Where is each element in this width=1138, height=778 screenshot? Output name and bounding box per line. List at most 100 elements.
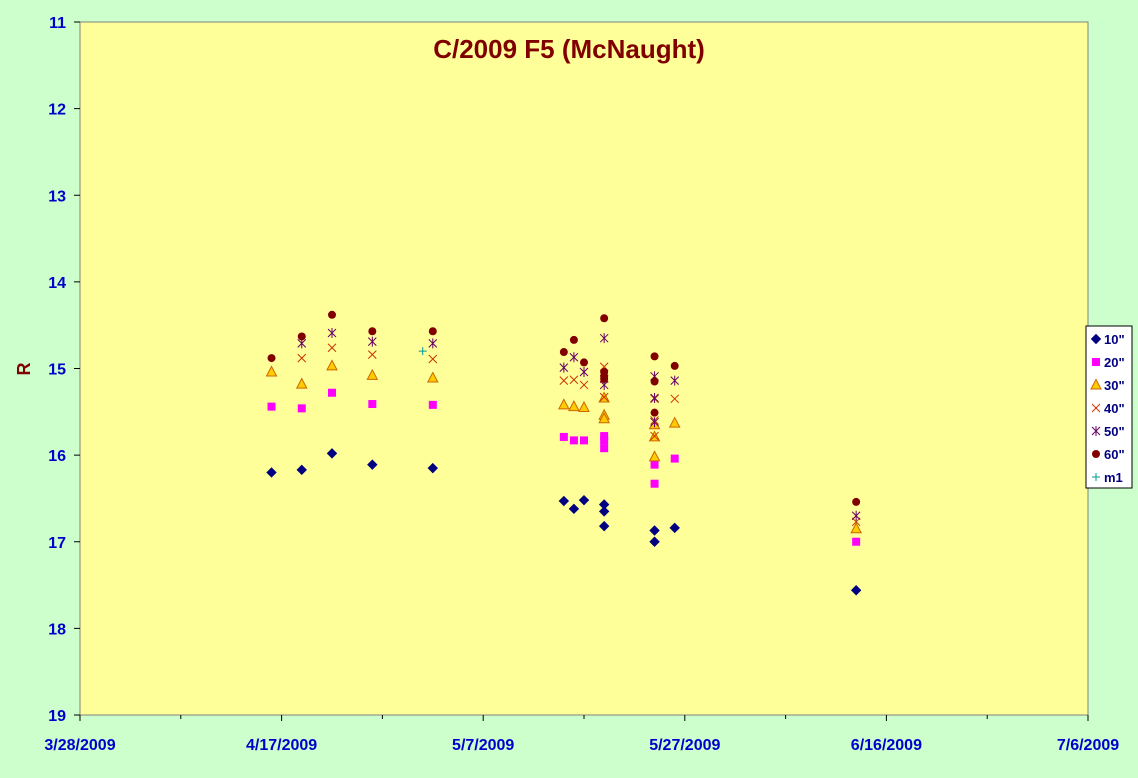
- data-point: [648, 450, 661, 462]
- data-point: [851, 510, 861, 521]
- data-point: [598, 412, 610, 424]
- data-point: [569, 436, 578, 445]
- data-point: [600, 444, 609, 453]
- data-point: [669, 522, 680, 534]
- series-square: [267, 388, 861, 546]
- y-tick-label: 17: [48, 535, 66, 552]
- data-point: [367, 459, 378, 470]
- data-point: [650, 417, 659, 428]
- data-point: [580, 358, 588, 367]
- legend-label: 60": [1104, 447, 1125, 462]
- y-tick-label: 11: [49, 15, 66, 32]
- data-point: [368, 327, 377, 336]
- data-point: [670, 394, 680, 404]
- data-point: [852, 497, 861, 506]
- data-point: [265, 365, 278, 377]
- data-point: [368, 400, 377, 409]
- y-axis-label: R: [14, 363, 34, 376]
- data-point: [650, 352, 659, 361]
- data-point: [650, 392, 659, 403]
- data-point: [569, 375, 579, 385]
- data-point: [327, 327, 337, 338]
- data-point: [600, 432, 609, 441]
- legend-marker: [1092, 450, 1100, 458]
- legend-marker: [1090, 333, 1102, 345]
- legend-label: 30": [1104, 378, 1125, 393]
- data-point: [599, 392, 609, 402]
- data-point: [559, 432, 568, 441]
- legend-label: 20": [1104, 355, 1125, 370]
- legend-marker: [1091, 426, 1101, 436]
- data-point: [267, 402, 276, 411]
- data-point: [428, 354, 438, 364]
- y-tick-label: 18: [48, 621, 66, 638]
- data-point: [559, 376, 569, 385]
- legend-box: [1085, 325, 1133, 489]
- data-point: [598, 506, 610, 517]
- legend-label: m1: [1104, 470, 1123, 485]
- data-point: [559, 362, 569, 373]
- legend-marker: [1091, 403, 1101, 413]
- data-point: [670, 375, 680, 386]
- data-point: [850, 522, 862, 534]
- data-point: [297, 332, 306, 341]
- data-point: [650, 431, 659, 441]
- data-point: [366, 368, 379, 380]
- legend-label: 40": [1104, 401, 1125, 416]
- data-point: [418, 347, 427, 356]
- data-point: [600, 374, 609, 383]
- data-point: [328, 310, 336, 319]
- data-point: [559, 348, 568, 357]
- data-point: [650, 408, 659, 417]
- data-point: [426, 371, 439, 383]
- axes: 11 12 13 14 15 16 17 18 19 3/28/2009 4/17/2009 5/7/…: [44, 15, 1119, 754]
- series-star: [297, 327, 861, 521]
- data-point: [568, 400, 580, 412]
- x-tick-label: 3/28/2009: [44, 737, 115, 754]
- y-tick-label: 12: [48, 102, 66, 119]
- data-point: [668, 416, 681, 428]
- y-tick-label: 14: [48, 275, 66, 292]
- x-tick-label: 5/7/2009: [452, 737, 514, 754]
- x-tick-label: 7/6/2009: [1057, 737, 1119, 754]
- data-point: [650, 377, 659, 386]
- data-point: [579, 380, 589, 390]
- data-point: [851, 517, 861, 527]
- data-point: [428, 400, 437, 409]
- data-point: [558, 398, 570, 410]
- data-point: [650, 460, 659, 469]
- data-point: [600, 436, 609, 445]
- data-point: [670, 454, 679, 463]
- data-point: [599, 333, 609, 344]
- data-point: [428, 327, 437, 336]
- data-point: [427, 462, 439, 474]
- data-point: [367, 350, 377, 359]
- data-marks: [265, 310, 862, 596]
- data-point: [670, 361, 679, 370]
- data-point: [580, 436, 588, 445]
- data-point: [598, 520, 610, 532]
- data-point: [569, 352, 579, 363]
- data-point: [266, 467, 277, 478]
- legend-marker: [1092, 473, 1100, 481]
- data-point: [579, 366, 589, 377]
- y-tick-label: 15: [48, 362, 66, 379]
- legend-marker: [1090, 378, 1102, 390]
- y-tick-label: 16: [48, 448, 66, 465]
- data-point: [428, 338, 438, 349]
- x-tick-label: 6/16/2009: [851, 737, 922, 754]
- y-tick-label: 19: [48, 708, 66, 725]
- data-point: [327, 343, 337, 353]
- data-point: [568, 503, 580, 515]
- data-point: [295, 377, 308, 389]
- data-point: [326, 448, 338, 459]
- data-point: [267, 354, 276, 363]
- x-tick-label: 4/17/2009: [246, 737, 317, 754]
- data-point: [296, 464, 307, 476]
- data-point: [328, 388, 336, 397]
- data-point: [600, 314, 609, 323]
- data-point: [650, 479, 659, 488]
- data-point: [297, 404, 306, 413]
